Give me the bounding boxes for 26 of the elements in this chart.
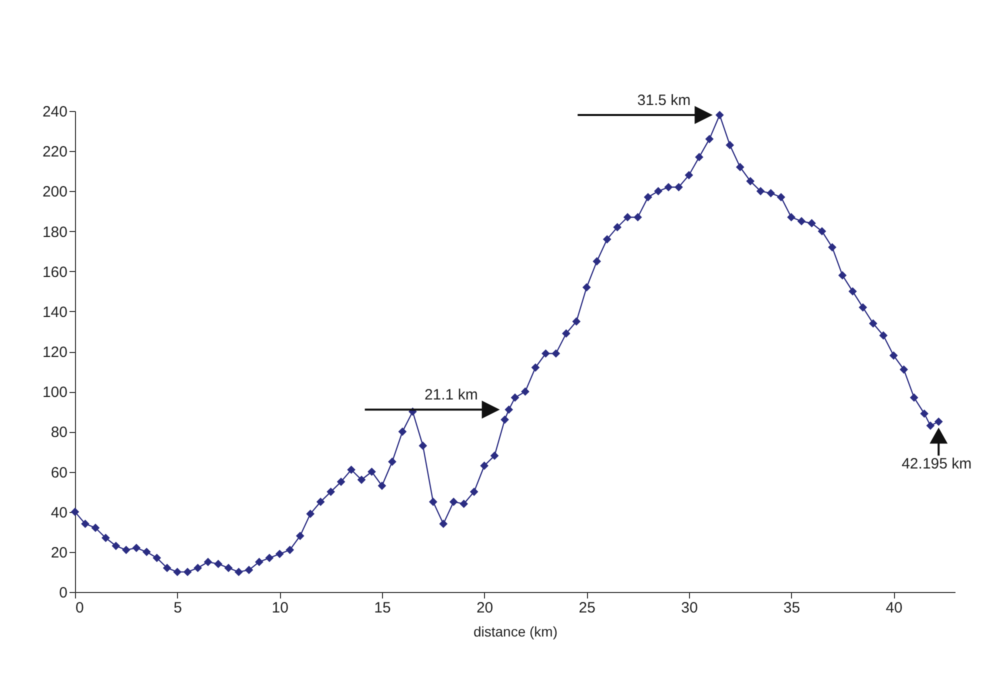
y-tick-label: 240 <box>42 104 68 120</box>
annotation: 42.195 km <box>902 456 972 473</box>
x-tick-label: 15 <box>374 600 391 616</box>
x-tick-label: 30 <box>681 600 698 616</box>
y-tick-label: 0 <box>59 584 68 602</box>
y-tick-label: 140 <box>42 304 68 321</box>
y-tick-label: 20 <box>50 544 68 562</box>
y-tick-label: 120 <box>42 344 68 361</box>
y-tick-label: 200 <box>42 184 68 201</box>
y-tick-label: 80 <box>50 424 68 442</box>
x-tick-label: 25 <box>578 600 596 616</box>
x-tick-label: 0 <box>76 600 84 616</box>
y-tick-label: 180 <box>42 224 68 241</box>
x-axis-title: distance (km) <box>473 624 558 640</box>
y-tick-label: 60 <box>50 464 68 482</box>
x-tick-label: 20 <box>476 600 494 616</box>
x-tick-label: 35 <box>783 600 800 616</box>
y-tick-label: 40 <box>50 504 68 522</box>
y-tick-label: 220 <box>42 144 68 161</box>
annotation: 21.1 km <box>424 386 478 404</box>
y-tick-label: 100 <box>42 384 68 402</box>
y-tick-label: 160 <box>42 264 68 281</box>
x-tick-label: 40 <box>886 600 902 616</box>
x-tick-label: 10 <box>272 600 288 616</box>
annotation: 31.5 km <box>637 92 691 110</box>
x-tick-label: 5 <box>174 600 182 616</box>
